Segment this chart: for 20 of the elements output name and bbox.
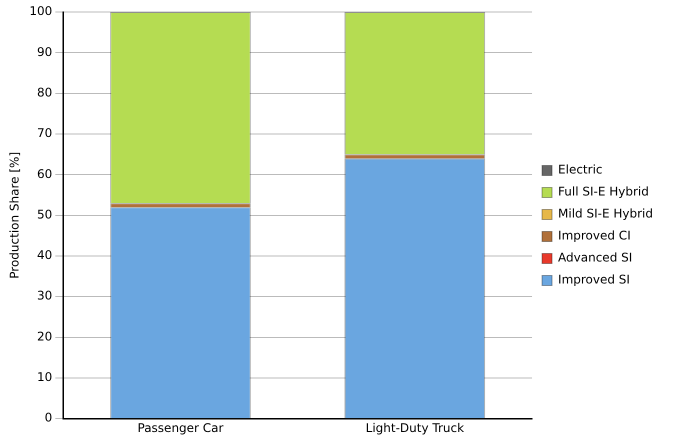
y-tick-label: 20 [37,329,52,344]
y-tick-label: 40 [37,248,52,262]
x-tick-label: Passenger Car [138,420,224,435]
x-tick-label: Light-Duty Truck [366,420,464,435]
y-tick-label: 60 [37,166,52,181]
legend-label: Full SI-E Hybrid [558,184,649,199]
legend-label: Improved CI [558,228,631,243]
y-tick-label: 50 [37,207,52,222]
y-tick-label: 90 [37,44,52,59]
y-tick-label: 30 [37,288,52,303]
y-tick-label: 80 [37,85,52,100]
y-tick-label: 70 [37,126,52,140]
y-axis-title: Production Share [%] [7,152,22,279]
legend-label: Improved SI [558,272,630,287]
legend-label: Advanced SI [558,250,632,265]
legend-label: Mild SI-E Hybrid [558,206,654,221]
y-tick-label: 100 [29,4,52,18]
y-tick-label: 0 [44,410,52,425]
legend-label: Electric [558,162,603,177]
y-tick-label: 10 [37,370,52,384]
